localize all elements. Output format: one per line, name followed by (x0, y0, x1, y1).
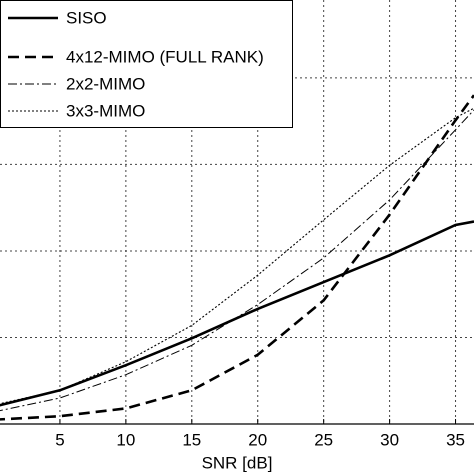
series-line (0, 109, 474, 412)
series-line (0, 94, 474, 421)
series-line (0, 220, 474, 407)
legend-label: 2x2-MIMO (66, 74, 145, 93)
x-tick-label: 10 (116, 430, 135, 449)
x-tick-label: 35 (446, 430, 465, 449)
legend-label: SISO (66, 8, 107, 27)
x-tick-label: 30 (380, 430, 399, 449)
x-tick-label: 5 (55, 430, 64, 449)
x-tick-label: 15 (182, 430, 201, 449)
x-tick-label: 25 (314, 430, 333, 449)
series-line (0, 107, 474, 405)
legend-label: 4x12-MIMO (FULL RANK) (66, 47, 264, 66)
x-tick-label: 20 (248, 430, 267, 449)
legend-box (0, 0, 293, 128)
legend-label: 3x3-MIMO (66, 101, 145, 120)
x-axis-label: SNR [dB] (202, 453, 273, 472)
